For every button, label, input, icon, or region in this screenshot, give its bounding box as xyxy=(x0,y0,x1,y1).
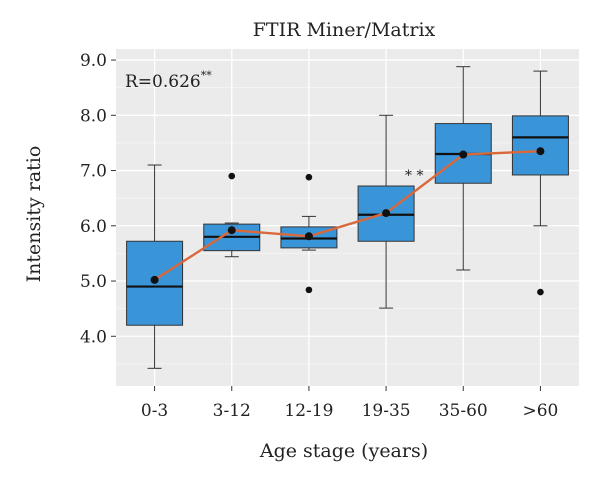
mean-point xyxy=(227,226,236,235)
mean-point xyxy=(382,209,391,218)
points xyxy=(150,147,545,296)
mean-point xyxy=(150,275,159,284)
mean-point xyxy=(459,150,468,159)
x-tick-label: >60 xyxy=(522,401,558,421)
y-tick-label: 6.0 xyxy=(80,217,107,237)
y-axis-label: Intensity ratio xyxy=(23,146,45,283)
x-axis-ticks: 0-3 3-12 12-19 19-35 35-60 >60 xyxy=(141,386,558,421)
significance-marks: * * xyxy=(405,168,423,184)
outlier-point xyxy=(305,286,313,294)
y-tick-label: 4.0 xyxy=(80,327,107,347)
box->60 xyxy=(511,115,569,176)
outlier-point xyxy=(537,288,544,296)
plot-area xyxy=(116,49,579,386)
mean-point xyxy=(304,232,313,241)
x-tick-label: 12-19 xyxy=(284,401,333,421)
outlier-point xyxy=(305,173,313,181)
boxes xyxy=(126,115,569,326)
x-tick-label: 3-12 xyxy=(213,401,251,421)
y-tick-label: 9.0 xyxy=(80,51,107,71)
chart-title: FTIR Miner/Matrix xyxy=(253,19,436,41)
outlier-point xyxy=(228,172,236,180)
mean-point xyxy=(536,147,545,156)
correlation-value: R=0.626 xyxy=(125,72,201,92)
correlation-significance: ** xyxy=(201,69,213,82)
mean-line xyxy=(153,150,541,281)
x-tick-label: 35-60 xyxy=(439,401,488,421)
x-tick-label: 0-3 xyxy=(141,401,168,421)
x-tick-label: 19-35 xyxy=(362,401,411,421)
mean-trend xyxy=(153,150,541,281)
y-tick-label: 5.0 xyxy=(80,272,107,292)
correlation-annotation: R=0.626** xyxy=(125,69,212,92)
x-axis-label: Age stage (years) xyxy=(259,440,428,462)
y-tick-label: 8.0 xyxy=(80,106,107,126)
y-tick-label: 7.0 xyxy=(80,162,107,182)
y-axis-ticks: 4.0 5.0 6.0 7.0 8.0 9.0 xyxy=(80,51,116,347)
